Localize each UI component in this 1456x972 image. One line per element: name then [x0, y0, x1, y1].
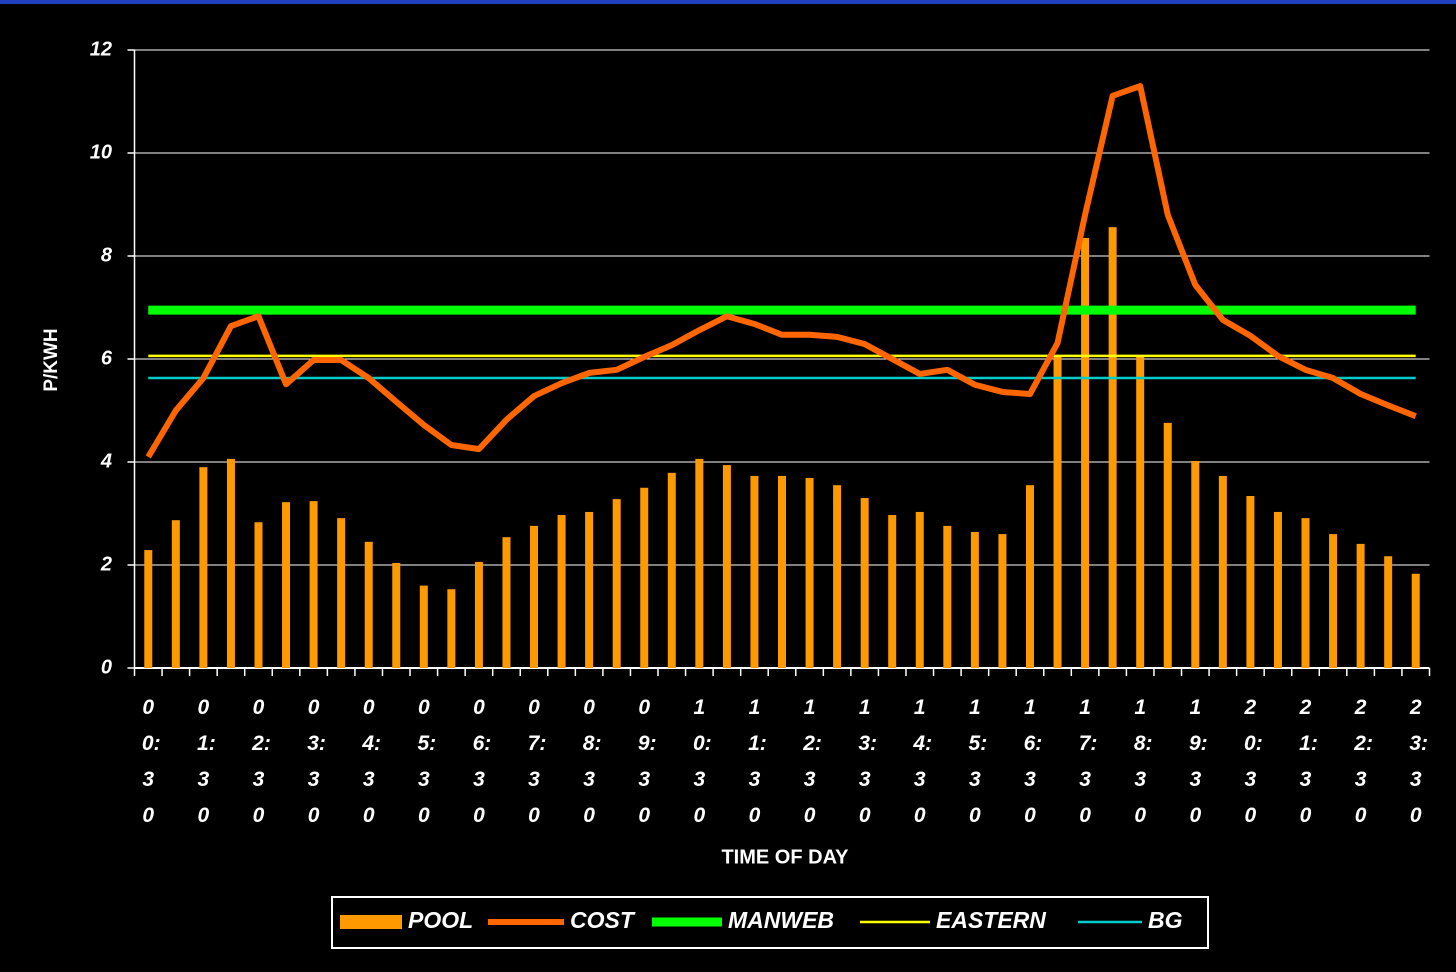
bar [1191, 460, 1200, 668]
bar [254, 522, 263, 668]
y-tick-label: 12 [90, 38, 112, 60]
bar [1411, 573, 1420, 668]
bar [447, 589, 456, 668]
legend-box [331, 896, 1209, 949]
bar [612, 499, 621, 668]
legend-label: BG [1148, 907, 1183, 933]
bar [667, 472, 676, 668]
x-tick-label: 1 7: 3 0 [1079, 696, 1098, 827]
bar [722, 465, 731, 668]
bar [364, 541, 373, 668]
x-tick-label: 2 3: 3 0 [1409, 696, 1428, 827]
bar [1108, 227, 1117, 668]
bar [1053, 354, 1062, 668]
x-tick-label: 0 2: 3 0 [251, 696, 271, 827]
x-tick-label: 1 3: 3 0 [858, 696, 877, 827]
bar [970, 532, 979, 668]
legend-label: POOL [408, 907, 473, 933]
x-tick-label: 1 2: 3 0 [802, 696, 822, 827]
bar [778, 475, 786, 668]
bar [171, 520, 180, 668]
bar [1025, 485, 1034, 668]
bar [1356, 543, 1365, 668]
y-tick-label: 4 [100, 450, 112, 472]
bar [915, 511, 924, 668]
x-tick-label: 0 0: 3 0 [142, 696, 161, 827]
bar [199, 467, 208, 668]
bar [1218, 475, 1227, 668]
x-tick-label: 1 4: 3 0 [912, 696, 932, 827]
bar [1081, 237, 1090, 668]
x-tick-label: 0 9: 3 0 [638, 696, 657, 827]
x-tick-label: 2 1: 3 0 [1299, 696, 1318, 827]
bar [282, 502, 291, 668]
cost-line [145, 83, 1417, 459]
bar [1246, 495, 1255, 668]
x-tick-label: 1 1: 3 0 [748, 696, 767, 827]
bar [530, 525, 539, 668]
top-strip [0, 0, 1456, 4]
x-tick-label: 1 5: 3 0 [969, 696, 988, 827]
bar [337, 518, 346, 668]
bar [557, 515, 566, 668]
x-tick-label: 0 6: 3 0 [473, 696, 492, 827]
bar [1301, 518, 1310, 668]
x-tick-label: 1 8: 3 0 [1134, 696, 1153, 827]
bar [833, 485, 842, 668]
bar [860, 498, 869, 668]
bar [226, 458, 235, 668]
bar [1329, 534, 1338, 668]
bar [695, 458, 704, 668]
legend-label: MANWEB [728, 907, 834, 933]
bar [805, 477, 814, 668]
bar [474, 561, 483, 668]
bar [998, 534, 1007, 668]
x-tick-label: 1 0: 3 0 [693, 696, 712, 827]
bar [640, 487, 649, 668]
y-tick-label: 2 [100, 553, 112, 575]
legend-label: COST [570, 907, 636, 933]
legend-swatch [340, 915, 402, 929]
x-axis-title: TIME OF DAY [721, 846, 849, 868]
bar [144, 550, 153, 668]
x-tick-label: 0 8: 3 0 [583, 696, 602, 827]
x-tick-label: 2 0: 3 0 [1244, 696, 1263, 827]
x-tick-label: 1 6: 3 0 [1024, 696, 1043, 827]
bar [1273, 511, 1282, 668]
legend-label: EASTERN [936, 907, 1046, 933]
x-tick-label: 0 4: 3 0 [361, 696, 381, 827]
x-tick-label: 0 5: 3 0 [417, 696, 436, 827]
x-tick-label: 0 7: 3 0 [528, 696, 547, 827]
bar [888, 515, 897, 668]
y-tick-label: 10 [90, 141, 112, 163]
y-tick-label: 6 [101, 347, 113, 369]
bar [1136, 354, 1145, 668]
bar [585, 511, 594, 668]
y-tick-label: 8 [101, 244, 113, 266]
x-tick-label: 0 3: 3 0 [307, 696, 326, 827]
bar [392, 562, 401, 668]
bar [502, 537, 511, 668]
y-tick-label: 0 [101, 656, 112, 678]
bar [1384, 556, 1393, 668]
bar [1163, 422, 1172, 668]
bar [750, 475, 759, 668]
bar [309, 501, 318, 668]
x-tick-label: 2 2: 3 0 [1353, 696, 1373, 827]
y-axis-title: P/KWH [41, 328, 62, 391]
x-tick-label: 0 1: 3 0 [197, 696, 216, 827]
bar [419, 585, 428, 668]
x-tick-label: 1 9: 3 0 [1189, 696, 1208, 827]
bar [943, 525, 952, 668]
